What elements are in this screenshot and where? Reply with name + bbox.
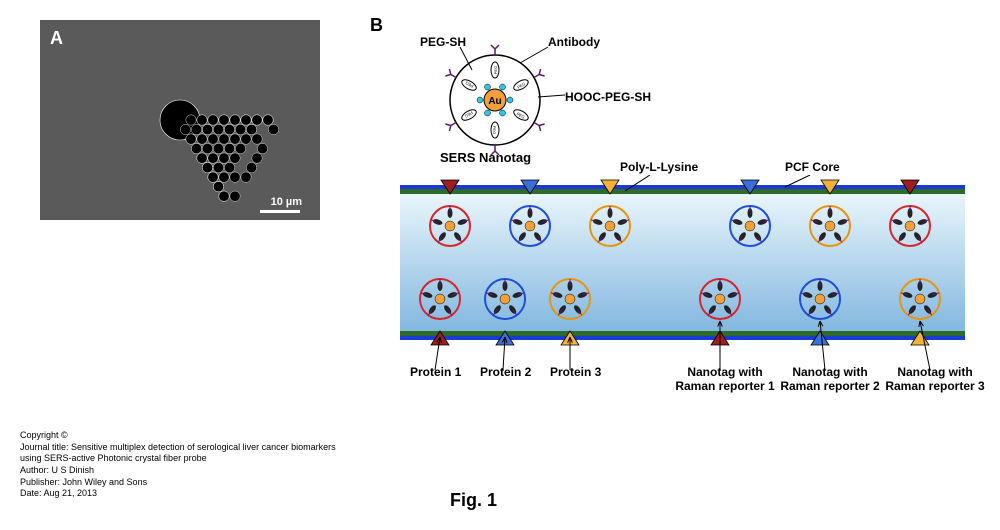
svg-text:PEG: PEG	[493, 66, 498, 74]
hoocpegsh-label: HOOC-PEG-SH	[565, 90, 651, 104]
polyl-label: Poly-L-Lysine	[620, 160, 698, 174]
channel: Poly-L-Lysine PCF Core Protein 1 Protein…	[400, 175, 965, 375]
copyright-line: Publisher: John Wiley and Sons	[20, 477, 340, 489]
copyright-line: Date: Aug 21, 2013	[20, 488, 340, 500]
panel-b: B AuPEGPEGPEGPEGPEGPEG PEG-SH Antibody H…	[370, 15, 970, 435]
panel-a: A 10 µm	[40, 20, 320, 220]
nanotag3-label: Nanotag with Raman reporter 3	[880, 365, 990, 393]
antibody-label: Antibody	[548, 35, 600, 49]
pcfcore-label: PCF Core	[785, 160, 840, 174]
protein2-label: Protein 2	[480, 365, 531, 379]
pegsh-label: PEG-SH	[420, 35, 466, 49]
panel-a-label: A	[50, 28, 63, 49]
svg-text:Au: Au	[488, 96, 501, 107]
copyright-line: Journal title: Sensitive multiplex detec…	[20, 442, 340, 465]
nanotag1-label: Nanotag with Raman reporter 1	[670, 365, 780, 393]
copyright-line: Copyright ©	[20, 430, 340, 442]
sem-image	[40, 20, 320, 220]
channel-svg	[400, 175, 965, 380]
svg-text:PEG: PEG	[492, 126, 497, 134]
protein3-label: Protein 3	[550, 365, 601, 379]
panel-b-label: B	[370, 15, 383, 36]
nanotag-title: SERS Nanotag	[440, 150, 531, 165]
fig-label: Fig. 1	[450, 490, 497, 511]
nanotag-detail: AuPEGPEGPEGPEGPEGPEG PEG-SH Antibody HOO…	[400, 35, 660, 170]
protein1-label: Protein 1	[410, 365, 461, 379]
copyright-line: Author: U S Dinish	[20, 465, 340, 477]
copyright-block: Copyright © Journal title: Sensitive mul…	[20, 430, 340, 500]
scalebar-text: 10 µm	[271, 196, 302, 208]
nanotag2-label: Nanotag with Raman reporter 2	[775, 365, 885, 393]
